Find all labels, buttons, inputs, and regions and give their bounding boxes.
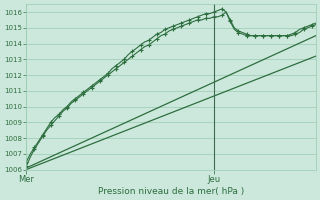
X-axis label: Pression niveau de la mer( hPa ): Pression niveau de la mer( hPa ) <box>98 187 244 196</box>
